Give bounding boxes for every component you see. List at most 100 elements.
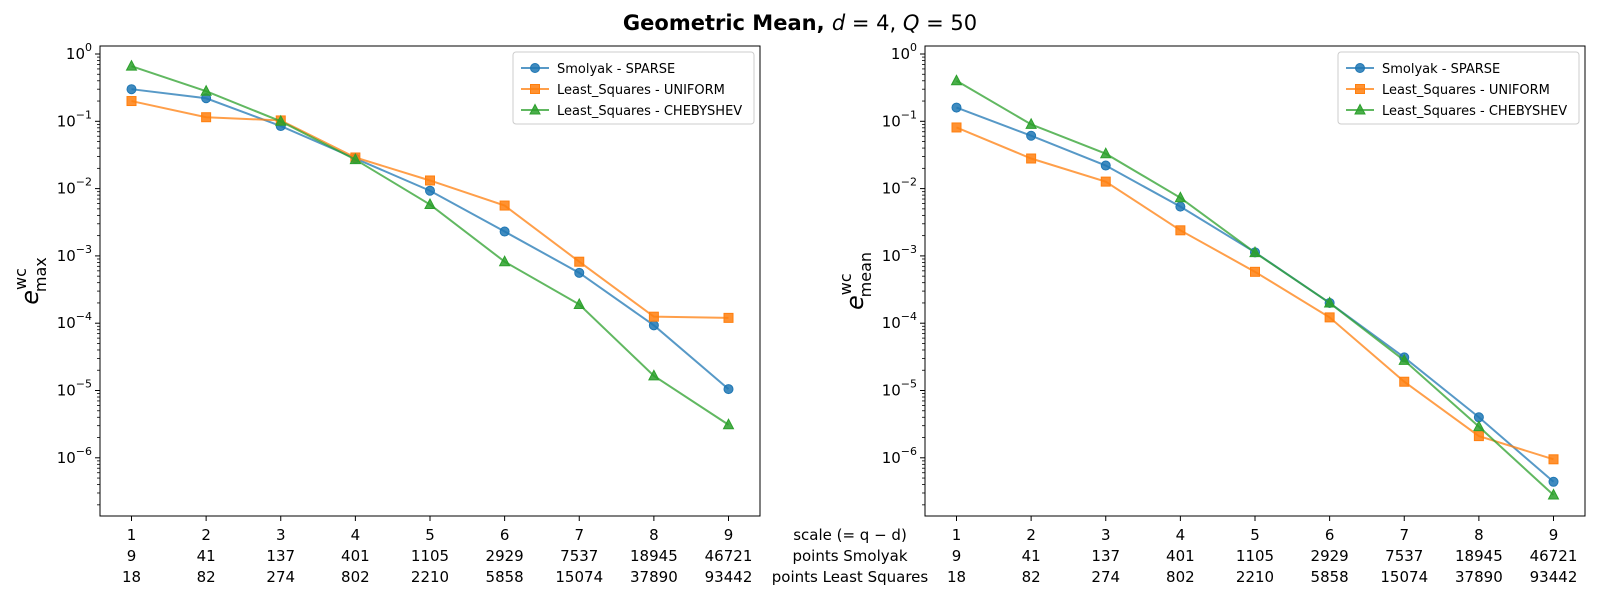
data-point <box>1100 176 1111 187</box>
x-tick-label-points-least-squares: 5858 <box>486 568 524 586</box>
x-tick-label-points-least-squares: 802 <box>341 568 370 586</box>
data-point <box>425 175 435 186</box>
y-tick-label: 10−3 <box>57 243 92 265</box>
x-tick-label-points-smolyak: 137 <box>266 547 295 565</box>
data-point <box>1026 153 1037 164</box>
x-tick-label-points-smolyak: 9 <box>952 547 962 565</box>
x-tick-label-points-smolyak: 7537 <box>560 547 598 565</box>
data-point <box>200 84 212 96</box>
y-tick-label: 10−6 <box>882 445 917 467</box>
series-chebyshev <box>125 59 735 430</box>
x-tick-label-points-least-squares: 274 <box>1091 568 1120 586</box>
x-tick-label-points-least-squares: 15074 <box>555 568 603 586</box>
legend-label: Smolyak - SPARSE <box>1382 62 1500 77</box>
x-label-points-smolyak: points Smolyak <box>792 547 907 565</box>
data-point <box>574 256 585 267</box>
y-tick-label: 10−4 <box>882 310 917 332</box>
data-point <box>499 200 510 211</box>
series-chebyshev <box>950 74 1560 500</box>
x-tick-label-points-smolyak: 7537 <box>1385 547 1423 565</box>
legend-swatch-marker <box>1355 84 1365 94</box>
x-tick-label-points-smolyak: 1105 <box>411 547 449 565</box>
x-label-scale: scale (= q − d) <box>793 526 907 544</box>
x-tick-label-points-least-squares: 37890 <box>1455 568 1503 586</box>
x-tick-label-points-smolyak: 9 <box>127 547 137 565</box>
data-point <box>1250 266 1260 277</box>
x-tick-label-scale: 4 <box>1176 526 1186 544</box>
data-point <box>274 114 287 126</box>
data-point <box>1324 312 1335 323</box>
x-tick-label-scale: 4 <box>351 526 361 544</box>
x-tick-label-points-least-squares: 802 <box>1166 568 1195 586</box>
data-point <box>648 320 659 331</box>
legend-box <box>512 51 755 125</box>
data-point <box>1399 376 1410 387</box>
data-point <box>574 267 585 278</box>
y-tick-label: 100 <box>66 41 92 63</box>
x-tick-label-points-smolyak: 41 <box>1022 547 1041 565</box>
data-point <box>349 152 362 165</box>
legend-label: Least_Squares - CHEBYSHEV <box>557 104 742 119</box>
legend-label: Least_Squares - UNIFORM <box>1382 83 1550 98</box>
x-tick-label-points-smolyak: 2929 <box>486 547 524 565</box>
x-tick-label-scale: 3 <box>1101 526 1111 544</box>
x-tick-label-points-smolyak: 18945 <box>1455 547 1503 565</box>
y-tick-label: 10−5 <box>882 378 917 400</box>
data-point <box>201 112 212 123</box>
right-plot-panel: 100 10−1 10−2 10−3 10−4 10−5 10−6 1 9 18 2 41 82 3 137… <box>836 41 1586 586</box>
x-tick-label-scale: 5 <box>425 526 435 544</box>
figure-title: Geometric Mean, d = 4, Q = 50 <box>623 11 977 35</box>
legend-swatch-marker <box>530 84 540 94</box>
legend-swatch-marker <box>1354 103 1366 115</box>
data-point <box>1174 191 1187 203</box>
data-point <box>722 418 735 430</box>
x-tick-label-points-smolyak: 401 <box>1166 547 1195 565</box>
y-axis-label: ewcmax <box>11 257 50 305</box>
data-point <box>125 59 138 71</box>
x-tick-label-points-least-squares: 82 <box>197 568 216 586</box>
x-tick-label-scale: 8 <box>1474 526 1484 544</box>
data-point <box>499 226 510 237</box>
left-legend: Smolyak - SPARSE Least_Squares - UNIFORM L… <box>512 51 755 125</box>
x-tick-label-points-smolyak: 18945 <box>630 547 678 565</box>
x-tick-label-scale: 7 <box>574 526 584 544</box>
data-point <box>498 255 511 267</box>
x-tick-label-scale: 2 <box>201 526 211 544</box>
data-point <box>1025 117 1037 129</box>
legend-label: Least_Squares - CHEBYSHEV <box>1382 104 1567 119</box>
data-point <box>1548 454 1559 465</box>
y-tick-label: 10−2 <box>882 176 917 198</box>
y-tick-label: 10−3 <box>882 243 917 265</box>
y-tick-label: 10−1 <box>882 108 917 130</box>
x-tick-label-points-least-squares: 93442 <box>1530 568 1578 586</box>
y-tick-label: 10−2 <box>57 176 92 198</box>
x-tick-label-scale: 5 <box>1250 526 1260 544</box>
series-uniform <box>951 122 1559 465</box>
data-point <box>1099 147 1112 159</box>
data-point <box>951 102 962 113</box>
x-tick-label-points-least-squares: 274 <box>266 568 295 586</box>
x-tick-label-scale: 2 <box>1026 526 1036 544</box>
data-point <box>425 185 435 196</box>
x-tick-label-points-least-squares: 18 <box>947 568 966 586</box>
x-tick-label-scale: 1 <box>127 526 137 544</box>
data-point <box>1175 201 1186 212</box>
legend-swatch-marker <box>1355 63 1365 73</box>
x-tick-label-points-least-squares: 2210 <box>1236 568 1274 586</box>
y-axis-label: ewcmean <box>836 252 875 310</box>
x-tick-label-points-smolyak: 1105 <box>1236 547 1274 565</box>
data-point <box>1548 476 1559 487</box>
y-tick-label: 100 <box>891 41 917 63</box>
right-legend: Smolyak - SPARSE Least_Squares - UNIFORM L… <box>1337 51 1580 125</box>
data-point <box>1323 296 1336 308</box>
legend-label: Smolyak - SPARSE <box>557 62 675 77</box>
x-tick-label-scale: 9 <box>724 526 734 544</box>
x-tick-label-points-least-squares: 82 <box>1022 568 1041 586</box>
data-point <box>1473 420 1485 432</box>
data-point <box>1473 431 1484 442</box>
data-point <box>648 311 659 322</box>
y-tick-label: 10−6 <box>57 445 92 467</box>
x-tick-label-scale: 7 <box>1399 526 1409 544</box>
legend-box <box>1337 51 1580 125</box>
